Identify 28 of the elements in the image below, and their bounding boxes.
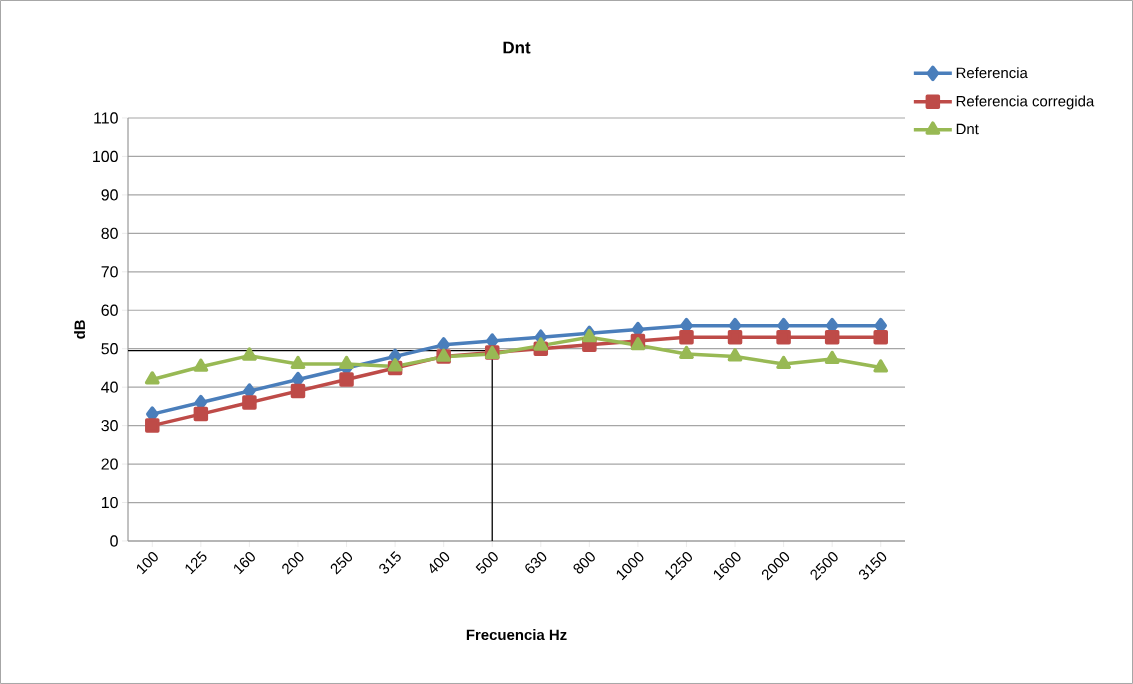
y-tick-label: 30 bbox=[101, 419, 118, 432]
y-tick-label: 50 bbox=[101, 343, 118, 355]
x-tick-label: 315 bbox=[379, 551, 401, 574]
chart-title: Dnt bbox=[503, 41, 531, 54]
legend-label: Referencia corregida bbox=[956, 95, 1095, 110]
y-tick-label: 70 bbox=[101, 266, 118, 278]
legend-label: Referencia bbox=[956, 67, 1028, 79]
y-tick-label: 100 bbox=[93, 150, 118, 163]
x-tick-label: 500 bbox=[475, 552, 498, 574]
y-tick-label: 20 bbox=[101, 458, 118, 470]
x-tick-label: 800 bbox=[573, 552, 595, 574]
x-axis-title: Frecuencia Hz bbox=[466, 629, 567, 641]
x-tick-label: 100 bbox=[136, 552, 158, 575]
legend-label: Dnt bbox=[956, 123, 979, 135]
y-tick-label: 40 bbox=[101, 381, 118, 393]
y-tick-label: 80 bbox=[101, 227, 118, 239]
x-tick-label: 630 bbox=[525, 552, 547, 574]
y-tick-label: 60 bbox=[101, 304, 118, 316]
x-tick-label: 160 bbox=[234, 552, 255, 575]
y-tick-label: 90 bbox=[101, 189, 118, 201]
x-tick-label: 200 bbox=[282, 552, 304, 575]
x-tick-label: 250 bbox=[330, 552, 353, 575]
y-tick-label: 0 bbox=[110, 535, 118, 547]
x-tick-label: 400 bbox=[429, 552, 450, 574]
y-tick-label: 110 bbox=[94, 112, 118, 124]
x-tick-label: 125 bbox=[185, 551, 207, 575]
y-axis-title: dB bbox=[74, 320, 86, 339]
y-tick-label: 10 bbox=[101, 496, 118, 509]
